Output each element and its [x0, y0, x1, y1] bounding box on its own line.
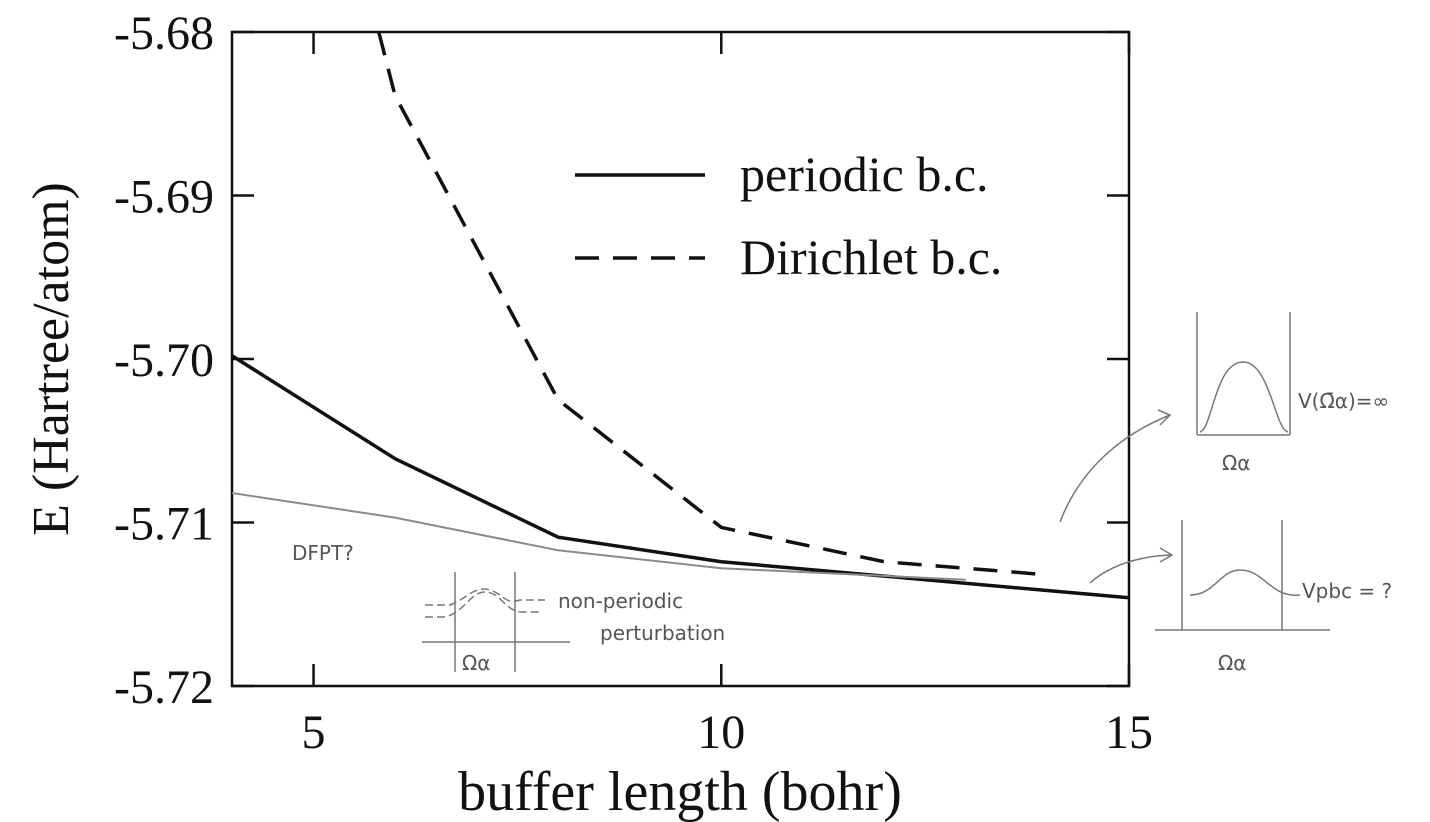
sketches: [422, 312, 1330, 672]
y-tick-label: -5.70: [114, 334, 214, 387]
x-tick-label: 15: [1105, 706, 1153, 759]
annotation: Ωα: [462, 651, 490, 675]
y-tick-label: -5.68: [114, 7, 214, 60]
x-tick-label: 5: [302, 706, 326, 759]
annotation: Ωα: [1218, 651, 1246, 675]
series-line: [377, 31, 1048, 577]
y-axis-label: E (Hartree/atom): [23, 182, 80, 536]
x-axis-label: buffer length (bohr): [458, 761, 902, 822]
series-line: [231, 354, 1130, 600]
annotation: Vpbc = ?: [1302, 579, 1392, 603]
annotation: non-periodic: [558, 589, 683, 613]
annotation: DFPT?: [292, 541, 354, 565]
plot-frame: [230, 30, 1131, 688]
x-tick-label: 10: [697, 706, 745, 759]
series-line: [231, 492, 966, 581]
y-tick-label: -5.71: [114, 498, 214, 551]
annotation: Ωα: [1222, 451, 1250, 475]
legend-label: periodic b.c.: [740, 146, 989, 202]
annotation: perturbation: [600, 621, 725, 645]
y-tick-label: -5.69: [114, 171, 214, 224]
legend-label: Dirichlet b.c.: [740, 229, 1002, 285]
annotation: V(Ω̄α)=∞: [1298, 389, 1389, 413]
y-tick-label: -5.72: [114, 661, 214, 714]
